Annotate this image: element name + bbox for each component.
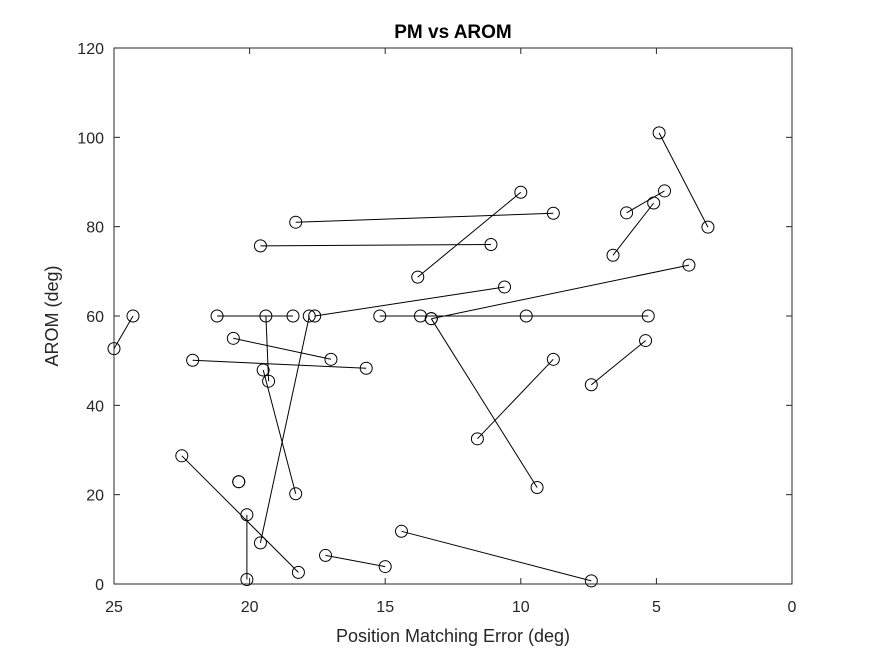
data-point-marker bbox=[424, 312, 438, 326]
y-tick-label: 20 bbox=[86, 488, 104, 505]
series-line bbox=[612, 202, 655, 256]
series-line bbox=[477, 358, 554, 440]
data-point-marker bbox=[378, 560, 392, 574]
y-tick-label: 40 bbox=[86, 398, 104, 415]
data-point-marker bbox=[240, 573, 254, 587]
series-line bbox=[430, 318, 538, 488]
data-point-marker bbox=[308, 309, 322, 323]
data-point-marker bbox=[262, 374, 276, 388]
series-line bbox=[590, 340, 646, 386]
plot-frame bbox=[113, 47, 793, 585]
data-point-marker bbox=[658, 184, 672, 198]
data-point-marker bbox=[289, 215, 303, 229]
data-point-marker bbox=[286, 309, 300, 323]
data-point-marker bbox=[253, 536, 267, 550]
data-point-marker bbox=[470, 432, 484, 446]
data-point-marker bbox=[291, 565, 305, 579]
y-tick-label: 60 bbox=[86, 309, 104, 326]
data-point-marker bbox=[256, 363, 270, 377]
data-point-marker bbox=[186, 353, 200, 367]
x-tick-label: 15 bbox=[376, 599, 394, 616]
y-tick-label: 80 bbox=[86, 220, 104, 237]
data-point-marker bbox=[652, 126, 666, 140]
series-line bbox=[259, 315, 310, 544]
series-line bbox=[658, 132, 709, 228]
data-point-marker bbox=[546, 206, 560, 220]
data-point-marker bbox=[584, 574, 598, 588]
data-point-marker bbox=[394, 524, 408, 538]
x-tick-label: 0 bbox=[788, 599, 797, 616]
series-line bbox=[260, 244, 492, 247]
series-line bbox=[295, 212, 554, 223]
data-point-marker bbox=[359, 361, 373, 375]
data-point-marker bbox=[226, 331, 240, 345]
series-line bbox=[314, 286, 505, 317]
x-tick-label: 5 bbox=[652, 599, 661, 616]
x-tick-label: 25 bbox=[105, 599, 123, 616]
series-line bbox=[192, 359, 367, 369]
y-axis-title: AROM (deg) bbox=[42, 265, 62, 366]
data-point-marker bbox=[259, 309, 273, 323]
data-point-marker bbox=[682, 258, 696, 272]
data-point-marker bbox=[253, 239, 267, 253]
data-point-marker bbox=[546, 352, 560, 366]
data-point-marker bbox=[289, 487, 303, 501]
series-line bbox=[262, 369, 297, 494]
x-axis-title: Position Matching Error (deg) bbox=[336, 626, 570, 646]
series-line bbox=[181, 455, 299, 573]
data-point-marker bbox=[606, 248, 620, 262]
data-point-marker bbox=[641, 309, 655, 323]
data-point-marker bbox=[514, 185, 528, 199]
data-point-marker bbox=[126, 309, 140, 323]
data-point-marker bbox=[210, 309, 224, 323]
data-point-marker bbox=[484, 238, 498, 252]
series-line bbox=[626, 190, 665, 214]
y-tick-label: 0 bbox=[95, 577, 104, 594]
data-point-marker bbox=[498, 280, 512, 294]
data-point-marker bbox=[701, 220, 715, 234]
data-point-marker bbox=[620, 206, 634, 220]
data-point-marker bbox=[319, 548, 333, 562]
x-axis: 25 20 15 10 5 0 bbox=[105, 48, 797, 616]
data-point-marker bbox=[639, 334, 653, 348]
y-axis: 0 20 40 60 80 100 120 bbox=[77, 41, 792, 594]
x-tick-label: 20 bbox=[241, 599, 259, 616]
data-point-marker bbox=[584, 378, 598, 392]
series-line bbox=[265, 315, 270, 382]
data-point-marker bbox=[373, 309, 387, 323]
series-line bbox=[417, 191, 522, 278]
data-point-marker bbox=[240, 508, 254, 522]
data-point-marker bbox=[324, 352, 338, 366]
series-line bbox=[431, 264, 690, 320]
data-point-marker bbox=[530, 481, 544, 495]
y-tick-label: 120 bbox=[77, 41, 104, 58]
series-line bbox=[401, 530, 592, 582]
data-point-marker bbox=[175, 449, 189, 463]
y-tick-label: 100 bbox=[77, 130, 104, 147]
series-line bbox=[233, 337, 332, 360]
data-series-layer bbox=[107, 126, 715, 588]
x-tick-label: 10 bbox=[512, 599, 530, 616]
chart-title: PM vs AROM bbox=[394, 22, 512, 43]
data-point-marker bbox=[302, 309, 316, 323]
data-point-marker bbox=[232, 475, 246, 489]
data-point-marker bbox=[411, 270, 425, 284]
series-line bbox=[325, 554, 386, 568]
